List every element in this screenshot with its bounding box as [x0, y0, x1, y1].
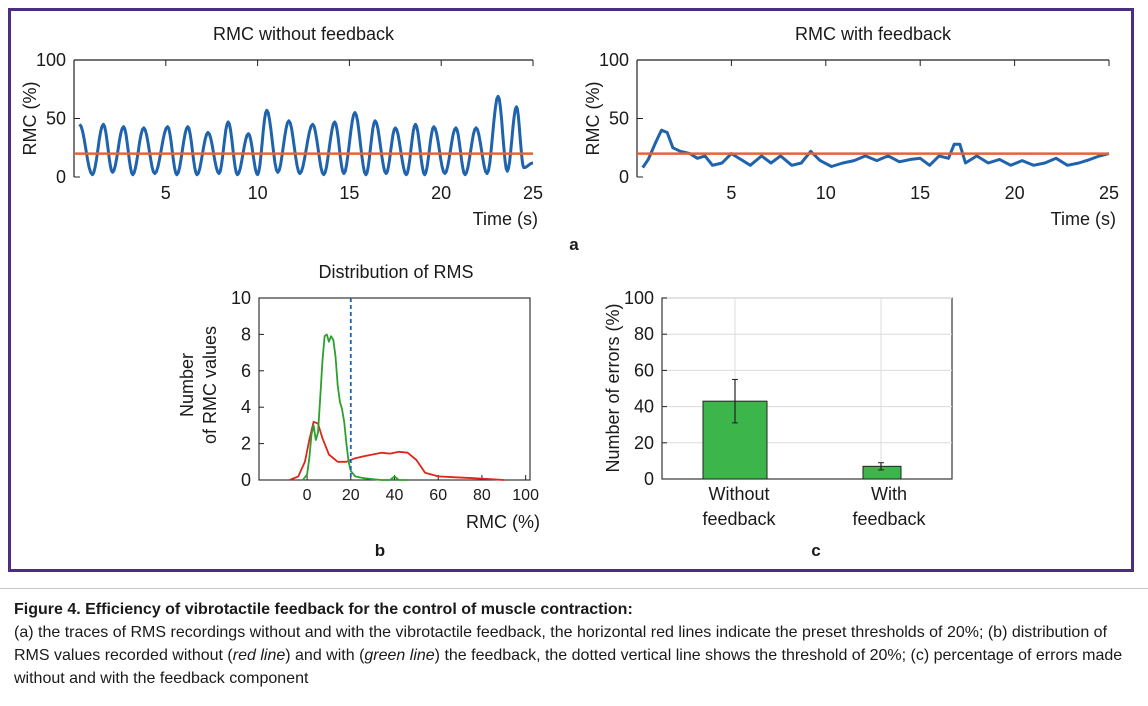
panel-c-y-tick-label: 60	[634, 360, 654, 380]
panel-c-y-label: Number of errors (%)	[603, 303, 623, 472]
panel-a1-y-tick-label: 0	[56, 167, 66, 187]
panel-letter-c: c	[811, 541, 820, 560]
panel-b-y-tick-label: 4	[241, 397, 251, 417]
panel-a2-x-tick-label: 5	[726, 183, 736, 203]
caption-title: Figure 4. Efficiency of vibrotactile fee…	[14, 601, 633, 618]
panel-a1-rmc-trace	[78, 94, 534, 177]
panel-b-series-red-line	[289, 420, 504, 481]
panel-a1-x-tick-label: 5	[161, 183, 171, 203]
panel-b-y-tick-label: 8	[241, 324, 251, 344]
panel-a2-y-tick-label: 0	[619, 167, 629, 187]
panel-b-x-tick-label: 80	[473, 487, 491, 504]
panel-a2-title: RMC with feedback	[795, 24, 952, 44]
panel-b-x-tick-label: 60	[429, 487, 447, 504]
panel-b-y-tick-label: 0	[241, 470, 251, 490]
panel-letter-a: a	[569, 235, 579, 254]
panel-letter-b: b	[375, 541, 385, 560]
panel-b-title: Distribution of RMS	[318, 262, 473, 282]
caption-red-line: red line	[232, 647, 286, 664]
figure-caption: Figure 4. Efficiency of vibrotactile fee…	[14, 598, 1142, 690]
panel-a1-x-tick-label: 10	[248, 183, 268, 203]
panel-c-category-label-line1: Without	[708, 484, 769, 504]
panel-c-y-tick-label: 0	[644, 469, 654, 489]
caption-text-2: ) and with (	[285, 647, 365, 664]
panel-b-y-tick-label: 6	[241, 361, 251, 381]
panel-a1-title: RMC without feedback	[213, 24, 395, 44]
panel-a1-x-tick-label: 20	[431, 183, 451, 203]
panel-c-y-tick-label: 20	[634, 433, 654, 453]
panel-a1-x-tick-label: 25	[523, 183, 543, 203]
panel-a2-rmc-trace	[641, 128, 1110, 169]
panel-b-x-tick-label: 20	[342, 487, 360, 504]
caption-text-3: ) the feedback, the dotted vertical line…	[14, 647, 1123, 687]
panel-c-category-label-line2: feedback	[852, 509, 926, 529]
panel-b-series-green-line	[301, 333, 408, 481]
panel-b-y-tick-label: 2	[241, 434, 251, 454]
caption-green-line: green line	[364, 647, 435, 664]
panel-c-bar	[862, 465, 902, 480]
caption-divider	[0, 588, 1148, 589]
panel-b-y-tick-label: 10	[231, 288, 251, 308]
panel-b-x-tick-label: 40	[386, 487, 404, 504]
panel-c-y-tick-label: 80	[634, 324, 654, 344]
panel-c-category-label-line1: With	[871, 484, 907, 504]
panel-a1-y-tick-label: 50	[46, 109, 66, 129]
panel-a2-x-tick-label: 10	[816, 183, 836, 203]
panel-c-y-tick-label: 100	[624, 288, 654, 308]
panel-a2-y-tick-label: 100	[599, 50, 629, 70]
panel-c-category-label-line2: feedback	[702, 509, 776, 529]
panel-a2-y-label: RMC (%)	[583, 82, 603, 156]
panel-b-y-label-line1: Number	[177, 353, 197, 417]
panel-a2-y-tick-label: 50	[609, 109, 629, 129]
panel-a2-x-tick-label: 15	[910, 183, 930, 203]
panel-a1-x-tick-label: 15	[339, 183, 359, 203]
panel-a1-y-tick-label: 100	[36, 50, 66, 70]
panel-a2-x-tick-label: 25	[1099, 183, 1119, 203]
panel-c-y-tick-label: 40	[634, 397, 654, 417]
panel-a1-x-label: Time (s)	[473, 209, 538, 229]
panel-b-x-tick-label: 100	[512, 487, 539, 504]
panel-a1-y-label: RMC (%)	[20, 82, 40, 156]
panel-a2-x-tick-label: 20	[1005, 183, 1025, 203]
panel-b-y-label-line2: of RMC values	[200, 326, 220, 444]
panel-b-x-tick-label: 0	[303, 487, 312, 504]
panel-b-x-label: RMC (%)	[466, 512, 540, 532]
panel-a2-x-label: Time (s)	[1051, 209, 1116, 229]
caption-text-1: (a) the traces of RMS recordings without…	[14, 624, 1108, 664]
